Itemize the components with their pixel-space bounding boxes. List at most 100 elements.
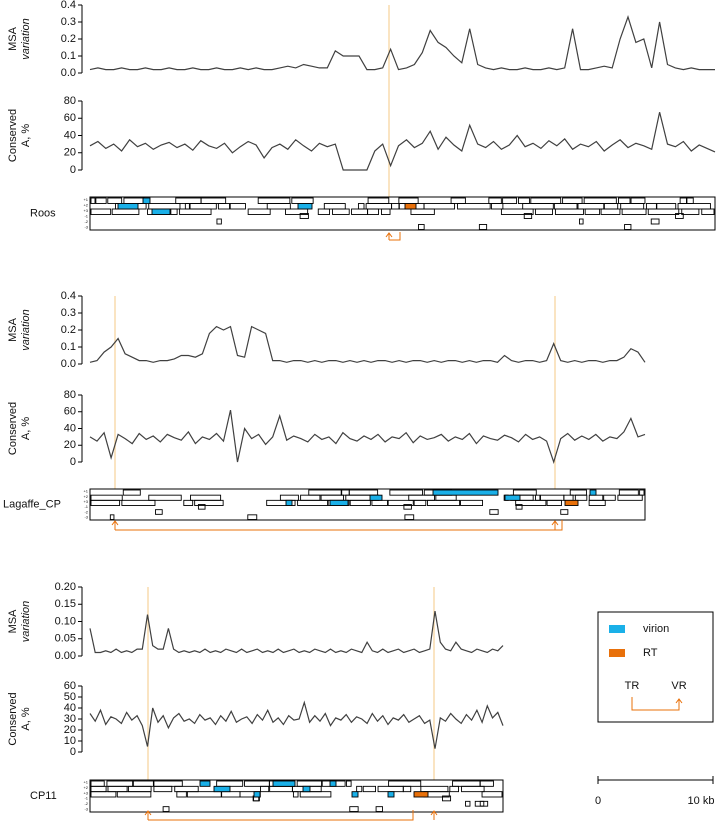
frame-label: -1 (84, 213, 88, 218)
y-tick-label: 0.1 (61, 50, 76, 62)
frame-label: +3 (83, 208, 88, 213)
y-axis-label: A, % (20, 417, 32, 440)
gene (600, 208, 621, 215)
gene (647, 208, 680, 215)
gene (481, 791, 503, 798)
gene (213, 785, 231, 793)
gene (116, 791, 152, 798)
scale-label: 0 (595, 795, 601, 807)
gene (229, 203, 246, 210)
gene (95, 197, 107, 204)
gene (410, 208, 435, 215)
gene (432, 489, 499, 496)
gene (90, 197, 96, 204)
gene (109, 514, 115, 520)
gene (285, 208, 309, 215)
tr-vr-bracket (148, 810, 414, 821)
gene (403, 504, 412, 510)
gene (90, 791, 117, 798)
y-tick-label: 0.15 (55, 598, 76, 610)
gene (351, 791, 359, 798)
arrow-head (385, 232, 393, 238)
gene (197, 504, 206, 510)
y-tick-label: 0.00 (55, 650, 76, 662)
y-tick-label: 80 (64, 389, 76, 401)
gene (387, 791, 395, 798)
gene (500, 208, 534, 215)
gene (515, 499, 547, 506)
y-tick-label: 0.20 (55, 581, 76, 593)
gene (584, 208, 601, 215)
gene (183, 499, 194, 506)
gene (285, 499, 293, 506)
y-tick-label: 40 (64, 129, 76, 141)
gene (624, 224, 632, 230)
gene (560, 509, 569, 515)
frame-label: -3 (84, 806, 88, 811)
tr-vr-bracket (389, 232, 401, 241)
frame-label: +1 (83, 197, 88, 202)
gene (317, 208, 331, 215)
y-tick-label: 0.0 (61, 67, 76, 79)
gene (579, 218, 584, 225)
gene (427, 499, 461, 506)
gene (107, 197, 123, 204)
gene (367, 208, 379, 215)
y-tick-label: 20 (64, 439, 76, 451)
y-tick-label: 0.2 (61, 324, 76, 336)
y-tick-label: 80 (64, 95, 76, 107)
gene (247, 208, 271, 215)
y-tick-label: 60 (64, 112, 76, 124)
gene (449, 785, 459, 793)
data-line (89, 15, 715, 71)
gene (122, 489, 141, 496)
y-tick-label: 0 (70, 456, 76, 468)
gene (546, 499, 562, 506)
gene (650, 218, 660, 225)
frame-label: -3 (84, 224, 88, 229)
y-tick-label: 0 (70, 746, 76, 758)
gene (490, 203, 504, 210)
y-tick-label: 0.0 (61, 358, 76, 370)
frame-label: +2 (83, 202, 88, 207)
frame-label: -2 (84, 219, 88, 224)
gene (179, 208, 212, 215)
legend-bracket (631, 697, 680, 711)
y-tick-label: 0.1 (61, 341, 76, 353)
arrow-head (430, 810, 438, 816)
y-axis-label: MSA (7, 26, 19, 51)
legend-box (597, 611, 714, 723)
gene (603, 494, 616, 501)
y-tick-label: 0.3 (61, 307, 76, 319)
legend-vr: VR (671, 680, 686, 692)
gene (404, 203, 417, 210)
gene (461, 785, 485, 793)
gene (121, 499, 156, 506)
y-axis-label: Conserved (7, 109, 19, 162)
data-line (89, 700, 504, 749)
gene (162, 806, 170, 812)
gene (345, 780, 352, 787)
gene (362, 785, 376, 793)
data-line (89, 409, 646, 464)
frame-label: +2 (83, 785, 88, 790)
gene (299, 213, 309, 219)
y-axis-label: MSA (7, 609, 19, 634)
gene (153, 785, 173, 793)
frame-label: +3 (83, 499, 88, 504)
gene (356, 785, 363, 793)
gene (90, 499, 121, 506)
gene (418, 224, 425, 230)
gene (617, 494, 643, 501)
gene (534, 208, 553, 215)
y-tick-label: 0.05 (55, 633, 76, 645)
gene (199, 780, 211, 787)
legend-label: virion (643, 623, 669, 635)
gene (375, 806, 383, 812)
gene (504, 494, 521, 501)
legend-swatch (609, 649, 625, 657)
gene (574, 494, 588, 501)
gene (155, 509, 163, 515)
gene (465, 800, 471, 807)
